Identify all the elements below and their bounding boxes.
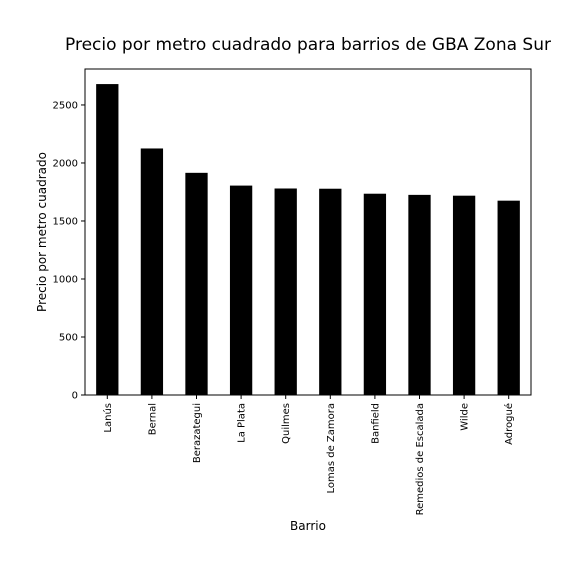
y-tick-label: 1500 [53,216,78,227]
y-axis: 0 500 1000 1500 2000 2500 [53,100,85,402]
bar [319,188,342,395]
bar [96,84,119,395]
x-tick-label: Banfield [370,403,381,444]
bar [363,193,387,395]
y-tick-label: 1000 [53,274,78,285]
y-tick-label: 2500 [53,100,78,111]
bar [452,195,476,395]
bar [140,148,164,395]
bar [229,185,253,395]
plot-frame [84,68,532,396]
x-axis-label: Barrio [290,519,326,533]
x-tick-label: La Plata [237,403,248,443]
bars-group [96,84,520,395]
x-tick-label: Adrogué [503,403,515,445]
bar [274,188,297,395]
bar [497,200,520,395]
x-tick-label: Wilde [460,403,471,431]
y-tick-label: 0 [72,391,78,402]
x-tick-label: Quilmes [281,403,292,444]
x-tick-label: Berazategui [192,403,203,463]
bar [185,172,208,395]
y-axis-label: Precio por metro cuadrado [35,152,49,312]
x-tick-label: Remedios de Escalada [415,403,426,515]
chart-title: Precio por metro cuadrado para barrios d… [65,35,551,55]
x-tick-label: Bernal [147,403,158,435]
y-tick-label: 2000 [53,158,78,169]
bar [408,194,431,395]
x-tick-label: Lomas de Zamora [326,403,337,494]
x-axis: Lanús Bernal Berazategui La Plata Quilmes Lom… [102,395,515,515]
y-tick-label: 500 [59,332,78,343]
x-tick-label: Lanús [102,403,114,433]
